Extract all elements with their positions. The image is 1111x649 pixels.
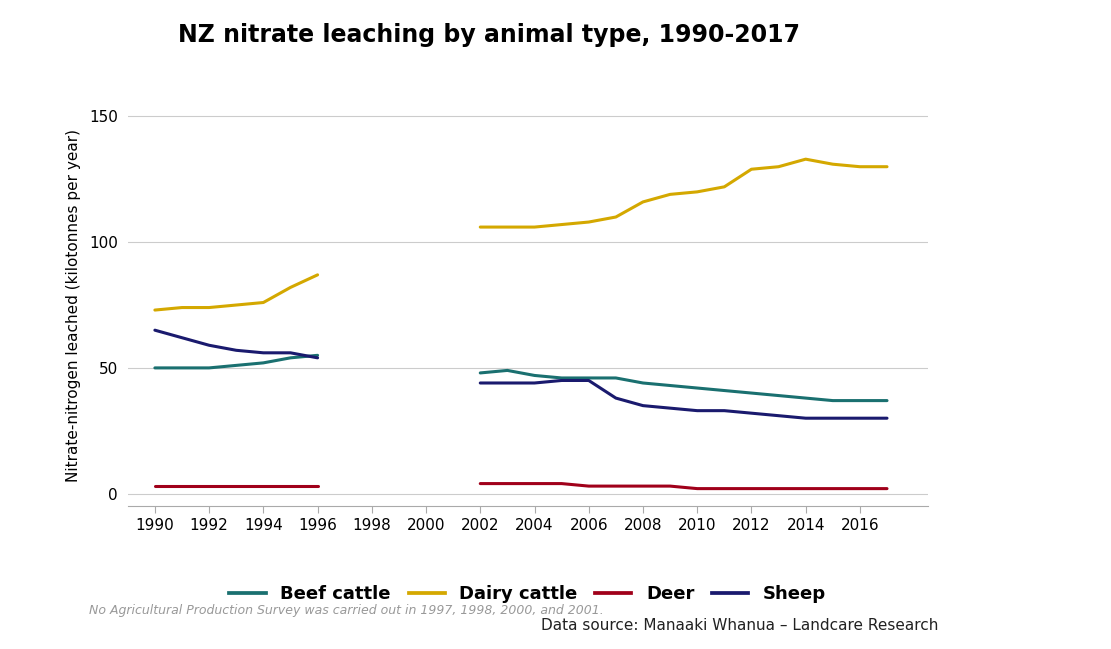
Legend: Beef cattle, Dairy cattle, Deer, Sheep: Beef cattle, Dairy cattle, Deer, Sheep [222, 578, 833, 610]
Y-axis label: Nitrate-nitrogen leached (kilotonnes per year): Nitrate-nitrogen leached (kilotonnes per… [66, 129, 81, 482]
Text: Data source: Manaaki Whanua – Landcare Research: Data source: Manaaki Whanua – Landcare R… [541, 618, 939, 633]
Text: No Agricultural Production Survey was carried out in 1997, 1998, 2000, and 2001.: No Agricultural Production Survey was ca… [89, 604, 603, 617]
Text: NZ nitrate leaching by animal type, 1990-2017: NZ nitrate leaching by animal type, 1990… [178, 23, 800, 47]
